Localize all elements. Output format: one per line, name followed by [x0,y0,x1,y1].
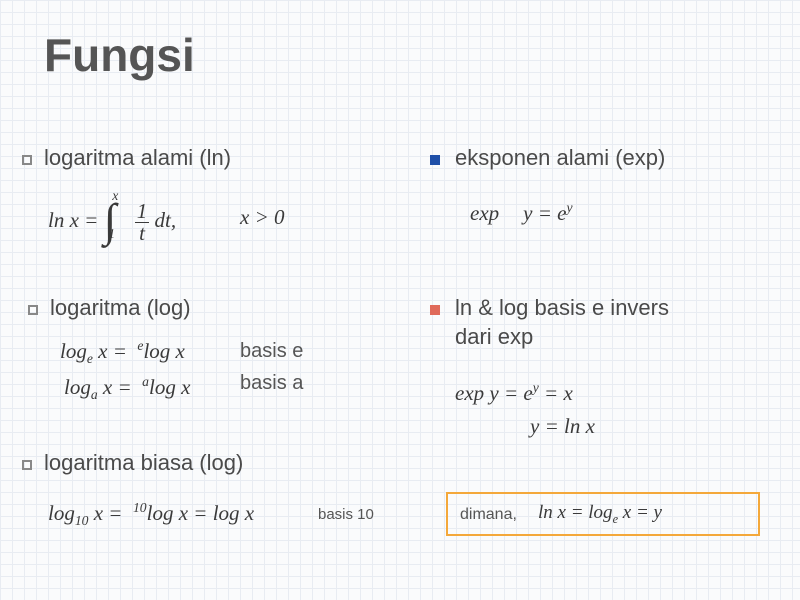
label-inv-line2: dari exp [455,324,533,350]
formula-exp-def: exp y = ey [470,200,573,226]
frac-num: 1 [135,201,150,223]
loga-rhs: log x [149,375,190,399]
loga-lhs: log [64,375,91,399]
dimana-text: ln x = log [538,502,613,523]
log10-rhs: log x = log x [147,501,254,525]
formula-inv2: y = ln x [530,414,595,439]
label-ln: logaritma alami (ln) [44,145,231,171]
bullet-exp [430,155,440,165]
inv1-tail: = x [539,381,573,405]
int-lower: 1 [108,226,115,242]
exp-lhs: exp [470,201,499,225]
page-title: Fungsi [44,28,195,82]
formula-dimana: ln x = loge x = y [538,502,662,527]
formula-ln-def: ln x = ∫ x 1 1 t dt, [48,185,176,244]
formula-ln-cond: x > 0 [240,205,285,230]
ln-rhs: dt, [154,208,176,232]
dimana-tail: x = y [618,502,662,523]
formula-inv1: exp y = ey = x [455,380,573,406]
label-log: logaritma (log) [50,295,191,321]
note-basis-e: basis e [240,340,303,363]
bullet-biasa [22,460,32,470]
frac-den: t [135,223,150,244]
loga-sup: a [142,374,149,389]
label-inv-line1: ln & log basis e invers [455,295,669,321]
note-basis-a: basis a [240,372,303,395]
log10-sub: 10 [75,513,89,528]
log10-lhs: log [48,501,75,525]
log10-sup: 10 [133,500,147,515]
dimana-label: dimana, [460,506,517,524]
label-biasa: logaritma biasa (log) [44,450,243,476]
ln-lhs: ln x = [48,208,104,232]
bullet-inv [430,305,440,315]
label-exp: eksponen alami (exp) [455,145,665,171]
int-upper: x [112,188,118,204]
note-basis-10: basis 10 [318,506,374,523]
loge-lhs: log [60,339,87,363]
inv1-text: exp y = e [455,381,533,405]
loga-sub: a [91,387,98,402]
formula-log10: log10 x = 10log x = log x [48,500,254,529]
log10-mid: x = [88,501,127,525]
exp-sup: y [566,200,572,215]
loge-mid: x = [93,339,132,363]
fraction-1t: 1 t [135,201,150,244]
loga-mid: x = [98,375,137,399]
bullet-ln [22,155,32,165]
formula-loga: loga x = alog x [64,374,190,403]
loge-rhs: log x [143,339,184,363]
exp-rhs: y = e [523,201,566,225]
formula-loge: loge x = elog x [60,338,185,367]
bullet-log [28,305,38,315]
